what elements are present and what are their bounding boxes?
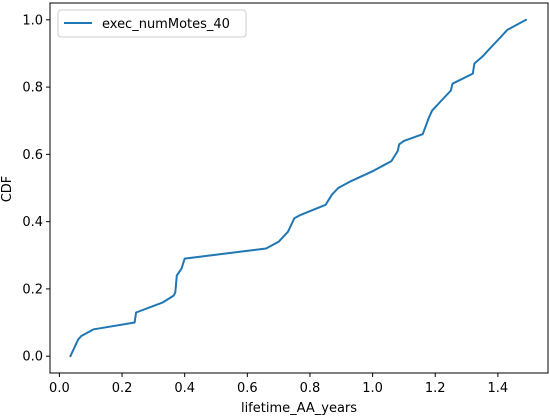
x-tick-label: 1.2	[425, 381, 446, 396]
x-axis-ticks: 0.0 0.2 0.4 0.6 0.8 1.0 1.2 1.4	[49, 373, 508, 396]
legend: exec_numMotes_40	[57, 9, 247, 38]
y-tick-label: 0.4	[22, 215, 43, 230]
y-axis-label: CDF	[0, 176, 15, 203]
x-tick-label: 1.4	[488, 381, 509, 396]
plot-area	[49, 2, 549, 374]
y-tick-label: 0.2	[22, 282, 43, 297]
axes-frame	[49, 2, 549, 374]
x-tick-label: 0.0	[49, 381, 70, 396]
series-line-0	[69, 18, 528, 358]
x-tick-label: 1.0	[362, 381, 383, 396]
y-axis-ticks: 0.0 0.2 0.4 0.6 0.8 1.0	[22, 13, 50, 365]
y-tick-label: 0.0	[22, 350, 43, 365]
x-tick-label: 0.8	[300, 381, 321, 396]
x-tick-label: 0.4	[174, 381, 195, 396]
legend-entry-label: exec_numMotes_40	[102, 17, 230, 32]
legend-frame	[57, 9, 247, 38]
y-tick-label: 0.6	[22, 148, 43, 163]
x-tick-label: 0.6	[237, 381, 258, 396]
y-tick-label: 1.0	[22, 13, 43, 28]
x-axis-label: lifetime_AA_years	[241, 401, 357, 416]
x-tick-label: 0.2	[112, 381, 133, 396]
y-tick-label: 0.8	[22, 81, 43, 96]
